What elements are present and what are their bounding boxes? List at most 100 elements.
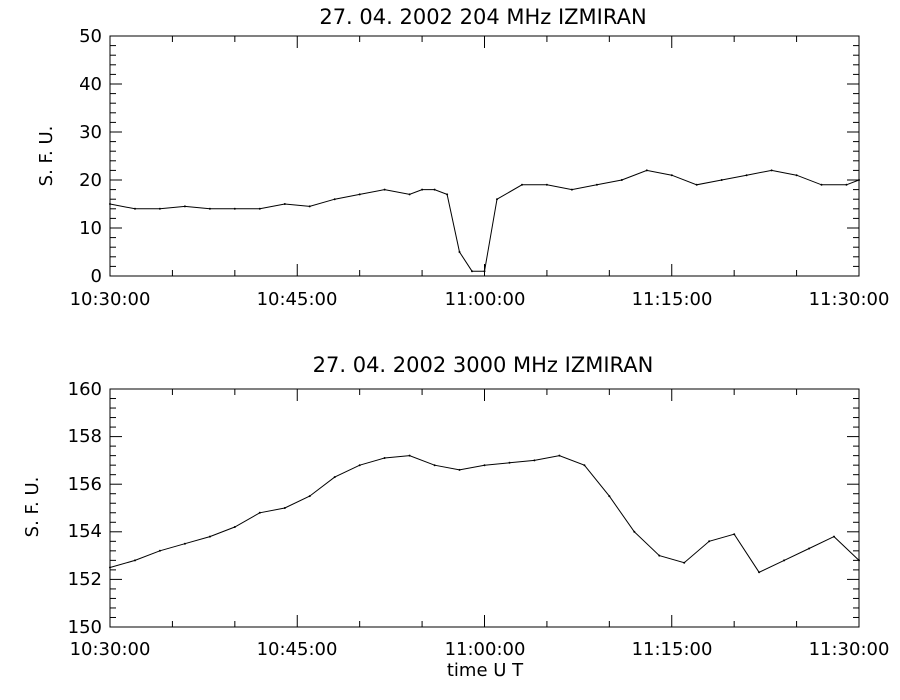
data-point: [433, 188, 436, 191]
x-axis-label: time U T: [447, 660, 524, 681]
data-point: [745, 174, 748, 177]
data-point: [333, 198, 336, 201]
y-tick-label: 30: [79, 122, 102, 143]
data-point: [109, 566, 111, 569]
x-tick-label: 11:30:00: [809, 639, 890, 660]
data-point: [558, 454, 561, 457]
series-line-204mhz: [109, 169, 860, 272]
data-point: [158, 549, 161, 552]
data-point: [308, 495, 311, 498]
data-point: [109, 203, 111, 205]
y-tick-label: 20: [79, 170, 102, 191]
y-axis-label: S. F. U.: [22, 477, 43, 538]
data-point: [408, 193, 411, 196]
series-line-3000mhz: [109, 455, 860, 573]
data-point: [845, 183, 848, 186]
data-point: [233, 207, 236, 210]
y-tick-label: 152: [68, 569, 102, 590]
data-point: [683, 561, 686, 564]
y-tick-label: 50: [79, 26, 102, 47]
chart-3000mhz: 27. 04. 2002 3000 MHz IZMIRAN S. F. U. 1…: [22, 353, 889, 681]
data-point: [658, 554, 661, 557]
data-point: [808, 547, 811, 550]
data-point: [545, 183, 548, 186]
data-point: [358, 193, 361, 196]
data-point: [508, 461, 511, 464]
data-point: [770, 169, 773, 172]
data-point: [458, 251, 461, 253]
chart-title: 27. 04. 2002 204 MHz IZMIRAN: [319, 5, 646, 29]
data-point: [458, 468, 461, 471]
data-point: [733, 533, 736, 536]
data-point: [483, 464, 486, 467]
x-tick-label: 10:30:00: [70, 289, 151, 310]
data-point: [583, 464, 586, 467]
data-point: [833, 535, 835, 538]
data-point: [670, 174, 673, 177]
axis-ticks: [109, 388, 860, 628]
y-tick-label: 0: [91, 266, 102, 287]
plot-frame: [109, 388, 860, 628]
data-point: [358, 464, 361, 467]
x-tick-label: 11:30:00: [809, 289, 890, 310]
data-point: [633, 530, 636, 533]
data-point: [595, 183, 598, 186]
data-point: [446, 193, 449, 196]
data-point: [758, 571, 761, 574]
x-tick-label: 11:00:00: [445, 639, 526, 660]
data-point: [183, 542, 186, 545]
data-point: [383, 188, 386, 191]
data-point: [421, 188, 424, 191]
data-point: [708, 540, 711, 543]
data-point: [134, 559, 136, 562]
axis-ticks: [109, 35, 860, 277]
data-point: [258, 511, 261, 514]
data-point: [533, 459, 536, 462]
data-point: [858, 179, 860, 181]
y-tick-label: 160: [68, 379, 102, 400]
data-point: [795, 174, 798, 177]
data-point: [471, 270, 473, 273]
y-tick-label: 154: [68, 521, 102, 542]
data-point: [233, 526, 236, 528]
data-point: [521, 183, 523, 186]
data-point: [283, 203, 286, 205]
data-point: [695, 183, 698, 186]
tick-labels: 10:30:00 10:45:00 11:00:00 11:15:00 11:3…: [68, 379, 890, 660]
data-point: [308, 205, 311, 208]
y-tick-label: 10: [79, 218, 102, 239]
data-point: [383, 457, 386, 459]
x-tick-label: 11:15:00: [632, 639, 713, 660]
series-points: [109, 169, 860, 273]
data-point: [283, 507, 286, 509]
data-point: [483, 270, 486, 273]
y-tick-label: 158: [68, 426, 102, 447]
data-point: [258, 207, 261, 210]
data-point: [183, 205, 186, 208]
x-tick-label: 10:45:00: [257, 289, 338, 310]
plot-frame: [109, 35, 860, 277]
data-point: [820, 183, 823, 186]
data-point: [408, 454, 411, 457]
data-point: [134, 207, 136, 210]
y-tick-label: 40: [79, 74, 102, 95]
x-tick-label: 11:15:00: [632, 289, 713, 310]
data-point: [433, 464, 436, 467]
x-tick-label: 10:45:00: [257, 639, 338, 660]
y-axis-label: S. F. U.: [36, 126, 57, 187]
data-point: [208, 207, 211, 210]
data-point: [783, 559, 786, 562]
series-points: [109, 454, 860, 574]
y-tick-label: 150: [68, 617, 102, 638]
chart-204mhz: 27. 04. 2002 204 MHz IZMIRAN S. F. U. 10…: [36, 5, 889, 310]
y-tick-label: 156: [68, 474, 102, 495]
data-point: [620, 179, 623, 181]
data-point: [333, 476, 336, 479]
data-point: [158, 207, 161, 210]
data-point: [645, 169, 648, 172]
data-point: [858, 559, 860, 562]
data-point: [720, 179, 723, 181]
chart-title: 27. 04. 2002 3000 MHz IZMIRAN: [313, 353, 654, 377]
x-tick-label: 10:30:00: [70, 639, 151, 660]
